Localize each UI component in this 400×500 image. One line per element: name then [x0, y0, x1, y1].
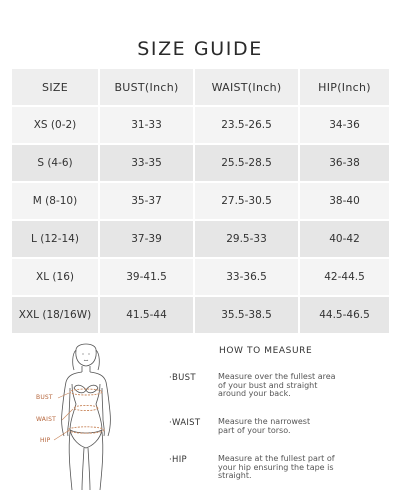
- table-row: M (8-10) 35-37 27.5-30.5 38-40: [11, 182, 390, 220]
- size-cell: M (8-10): [11, 182, 99, 220]
- size-cell: L (12-14): [11, 220, 99, 258]
- figure-label-bust: BUST: [36, 394, 53, 401]
- header-bust: BUST(Inch): [99, 68, 194, 106]
- body-figure: BUST WAIST HIP: [34, 340, 144, 496]
- waist-cell: 23.5-26.5: [194, 106, 299, 144]
- bust-cell: 37-39: [99, 220, 194, 258]
- table-row: S (4-6) 33-35 25.5-28.5 36-38: [11, 144, 390, 182]
- size-cell: S (4-6): [11, 144, 99, 182]
- bust-cell: 33-35: [99, 144, 194, 182]
- measure-label-bust: ·BUST: [169, 373, 196, 383]
- hip-cell: 42-44.5: [299, 258, 390, 296]
- hip-cell: 44.5-46.5: [299, 296, 390, 334]
- size-cell: XXL (18/16W): [11, 296, 99, 334]
- header-waist: WAIST(Inch): [194, 68, 299, 106]
- hip-cell: 40-42: [299, 220, 390, 258]
- table-row: XS (0-2) 31-33 23.5-26.5 34-36: [11, 106, 390, 144]
- size-cell: XL (16): [11, 258, 99, 296]
- waist-cell: 29.5-33: [194, 220, 299, 258]
- waist-cell: 33-36.5: [194, 258, 299, 296]
- figure-label-waist: WAIST: [36, 416, 56, 423]
- waist-cell: 25.5-28.5: [194, 144, 299, 182]
- how-to-measure-title: HOW TO MEASURE: [219, 346, 313, 356]
- measure-label-hip: ·HIP: [169, 455, 187, 465]
- measure-desc-bust: Measure over the fullest area of your bu…: [218, 372, 336, 399]
- header-size: SIZE: [11, 68, 99, 106]
- table-row: XXL (18/16W) 41.5-44 35.5-38.5 44.5-46.5: [11, 296, 390, 334]
- bust-cell: 35-37: [99, 182, 194, 220]
- size-table: SIZE BUST(Inch) WAIST(Inch) HIP(Inch) XS…: [11, 68, 390, 334]
- table-header-row: SIZE BUST(Inch) WAIST(Inch) HIP(Inch): [11, 68, 390, 106]
- table-row: XL (16) 39-41.5 33-36.5 42-44.5: [11, 258, 390, 296]
- waist-cell: 35.5-38.5: [194, 296, 299, 334]
- page-title: SIZE GUIDE: [137, 38, 263, 60]
- measure-label-waist: ·WAIST: [169, 418, 201, 428]
- size-cell: XS (0-2): [11, 106, 99, 144]
- hip-cell: 34-36: [299, 106, 390, 144]
- bust-cell: 31-33: [99, 106, 194, 144]
- waist-cell: 27.5-30.5: [194, 182, 299, 220]
- header-hip: HIP(Inch): [299, 68, 390, 106]
- hip-cell: 38-40: [299, 182, 390, 220]
- body-outline-illustration: [53, 343, 111, 491]
- table-row: L (12-14) 37-39 29.5-33 40-42: [11, 220, 390, 258]
- bust-cell: 39-41.5: [99, 258, 194, 296]
- measure-desc-waist: Measure the narrowest part of your torso…: [218, 417, 311, 435]
- hip-cell: 36-38: [299, 144, 390, 182]
- figure-label-hip: HIP: [40, 437, 51, 444]
- bust-cell: 41.5-44: [99, 296, 194, 334]
- measure-desc-hip: Measure at the fullest part of your hip …: [218, 454, 335, 481]
